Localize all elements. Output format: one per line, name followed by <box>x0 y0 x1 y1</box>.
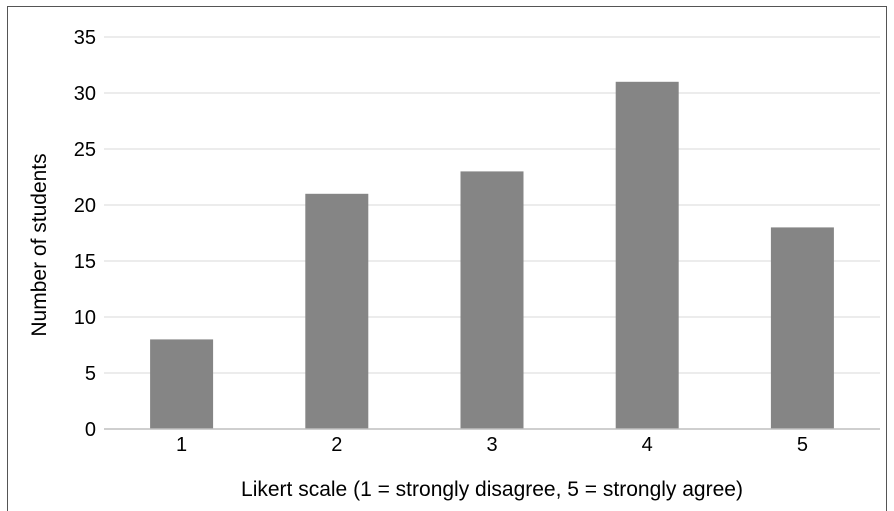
bars <box>150 81 834 430</box>
x-tick-labels: 1 2 3 4 5 <box>176 434 808 456</box>
y-tick-label: 35 <box>74 27 96 49</box>
x-tick-label: 3 <box>486 434 497 456</box>
x-tick-label: 1 <box>176 434 187 456</box>
bar-1 <box>150 339 214 429</box>
x-tick-label: 5 <box>797 434 808 456</box>
y-tick-labels: 0 5 10 15 20 25 30 35 <box>74 27 96 441</box>
y-tick-label: 25 <box>74 139 96 161</box>
y-tick-label: 5 <box>85 363 96 385</box>
bar-2 <box>305 193 369 429</box>
x-tick-label: 2 <box>331 434 342 456</box>
bar-4 <box>615 81 679 430</box>
y-tick-label: 20 <box>74 195 96 217</box>
bar-3 <box>460 171 524 429</box>
bar-5 <box>770 227 834 429</box>
chart-frame <box>7 6 887 511</box>
y-axis-title: Number of students <box>28 153 51 336</box>
x-axis-title: Likert scale (1 = strongly disagree, 5 =… <box>241 478 743 501</box>
y-tick-label: 10 <box>74 307 96 329</box>
x-tick-label: 4 <box>642 434 653 456</box>
y-tick-label: 0 <box>85 419 96 441</box>
y-tick-label: 15 <box>74 251 96 273</box>
y-tick-label: 30 <box>74 83 96 105</box>
